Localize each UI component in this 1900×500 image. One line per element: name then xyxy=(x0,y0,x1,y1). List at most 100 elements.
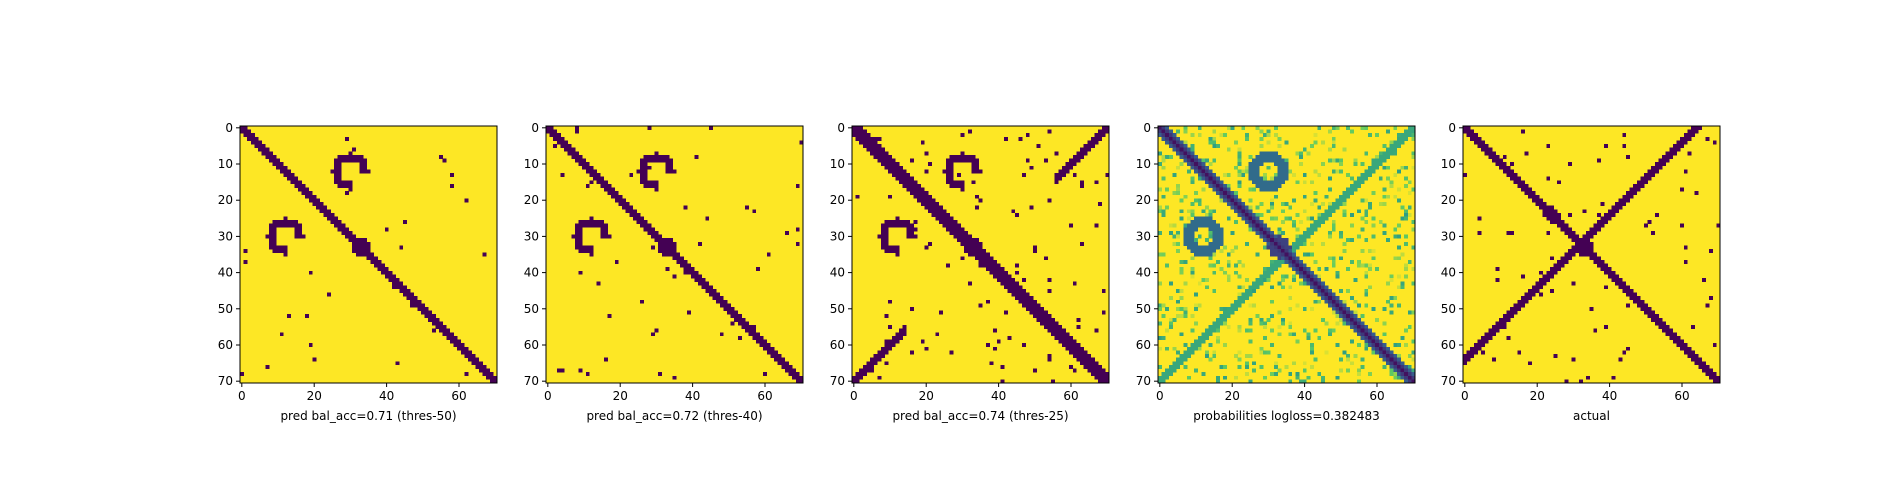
heatmap-cell xyxy=(888,165,893,170)
heatmap-cell xyxy=(600,223,605,228)
heatmap-cell xyxy=(1317,126,1322,130)
heatmap-cell xyxy=(585,165,590,170)
heatmap-cell xyxy=(1611,278,1616,282)
heatmap-cell xyxy=(283,220,288,225)
heatmap-cell xyxy=(1061,339,1066,344)
heatmap-cell xyxy=(1407,364,1412,369)
heatmap-cell xyxy=(1158,126,1162,130)
heatmap-cell xyxy=(1698,361,1703,366)
heatmap-cell xyxy=(1481,147,1486,152)
heatmap-cell xyxy=(1197,249,1202,253)
heatmap-cell xyxy=(1054,180,1059,185)
heatmap-cell xyxy=(1032,314,1037,319)
heatmap-cell xyxy=(1691,357,1695,362)
heatmap-cell xyxy=(618,194,623,199)
heatmap-cell xyxy=(272,245,277,250)
heatmap-cell xyxy=(1158,187,1162,192)
heatmap-cell xyxy=(460,346,465,351)
heatmap-cell xyxy=(1161,372,1166,377)
heatmap-cell xyxy=(1349,129,1354,134)
heatmap-cell xyxy=(1190,328,1195,333)
heatmap-cell xyxy=(268,230,273,235)
heatmap-cell xyxy=(1183,306,1188,311)
heatmap-cell xyxy=(873,154,878,159)
heatmap-cell xyxy=(1302,281,1307,286)
heatmap-cell xyxy=(1328,158,1333,163)
heatmap-cell xyxy=(1306,375,1311,380)
heatmap-cell xyxy=(1054,328,1059,333)
heatmap-cell xyxy=(355,252,360,257)
heatmap-cell xyxy=(902,183,907,188)
heatmap-cell xyxy=(1277,158,1282,163)
heatmap-cell xyxy=(1499,158,1504,163)
heatmap-cell xyxy=(1281,220,1285,225)
heatmap-cell xyxy=(1190,165,1195,170)
heatmap-cell xyxy=(1396,375,1401,380)
heatmap-cell xyxy=(1273,364,1278,369)
heatmap-cell xyxy=(1259,274,1264,279)
heatmap-cell xyxy=(1226,216,1231,221)
heatmap-cell xyxy=(1194,321,1199,326)
heatmap-cell xyxy=(788,368,793,373)
heatmap-cell xyxy=(1179,267,1184,272)
heatmap-cell xyxy=(1165,328,1170,333)
heatmap-cell xyxy=(1273,158,1278,163)
heatmap-cell xyxy=(578,223,583,228)
heatmap-cell xyxy=(1411,267,1416,272)
heatmap-cell xyxy=(1593,227,1598,232)
heatmap-cell xyxy=(1549,216,1554,221)
heatmap-cell xyxy=(366,245,371,250)
heatmap-cell xyxy=(661,154,666,159)
heatmap-cell xyxy=(337,165,342,170)
heatmap-cell xyxy=(1007,335,1012,340)
heatmap-cell xyxy=(1083,147,1088,152)
heatmap-cell xyxy=(1295,263,1300,268)
heatmap-cell xyxy=(862,364,867,369)
heatmap-cell xyxy=(1186,151,1191,156)
heatmap-cell xyxy=(1277,281,1282,286)
heatmap-cell xyxy=(1058,332,1063,337)
heatmap-cell xyxy=(1190,162,1195,167)
heatmap-cell xyxy=(279,332,284,337)
heatmap-cell xyxy=(1291,256,1296,261)
heatmap-cell xyxy=(1273,194,1278,199)
heatmap-cell xyxy=(1625,288,1630,293)
heatmap-cell xyxy=(1658,325,1663,329)
heatmap-cell xyxy=(1360,364,1365,369)
heatmap-cell xyxy=(1295,241,1300,246)
heatmap-cell xyxy=(1586,249,1590,253)
heatmap-cell xyxy=(708,292,713,297)
heatmap-cell xyxy=(1051,325,1055,329)
heatmap-cell xyxy=(297,183,302,188)
heatmap-cell xyxy=(985,343,990,348)
heatmap-cell xyxy=(985,267,990,272)
heatmap-cell xyxy=(468,350,472,355)
heatmap-cell xyxy=(1328,230,1333,235)
heatmap-cell xyxy=(1284,173,1289,177)
heatmap-cell xyxy=(917,194,922,199)
heatmap-cell xyxy=(1234,209,1238,214)
heatmap-cell xyxy=(1076,357,1081,362)
heatmap-cell xyxy=(906,180,911,185)
heatmap-cell xyxy=(1549,205,1554,210)
heatmap-cell xyxy=(1266,241,1271,246)
heatmap-cell xyxy=(1386,154,1390,159)
heatmap-cell xyxy=(1665,154,1670,159)
heatmap-cell xyxy=(1716,379,1721,384)
heatmap-cell xyxy=(949,216,954,221)
heatmap-cell xyxy=(1083,350,1088,355)
heatmap-cell xyxy=(1629,296,1634,301)
heatmap-cell xyxy=(316,205,320,210)
heatmap-cell xyxy=(1382,187,1387,192)
heatmap-cell xyxy=(1197,198,1202,203)
heatmap-cell xyxy=(1324,296,1329,301)
heatmap-cell xyxy=(946,220,951,225)
heatmap-cell xyxy=(949,176,954,181)
heatmap-cell xyxy=(1709,296,1714,301)
heatmap-cell xyxy=(1022,299,1027,304)
heatmap-cell xyxy=(1524,292,1529,297)
heatmap-cell xyxy=(1212,180,1217,185)
heatmap-cell xyxy=(1375,162,1380,167)
heatmap-cell xyxy=(560,136,565,141)
heatmap-cell xyxy=(672,274,677,279)
